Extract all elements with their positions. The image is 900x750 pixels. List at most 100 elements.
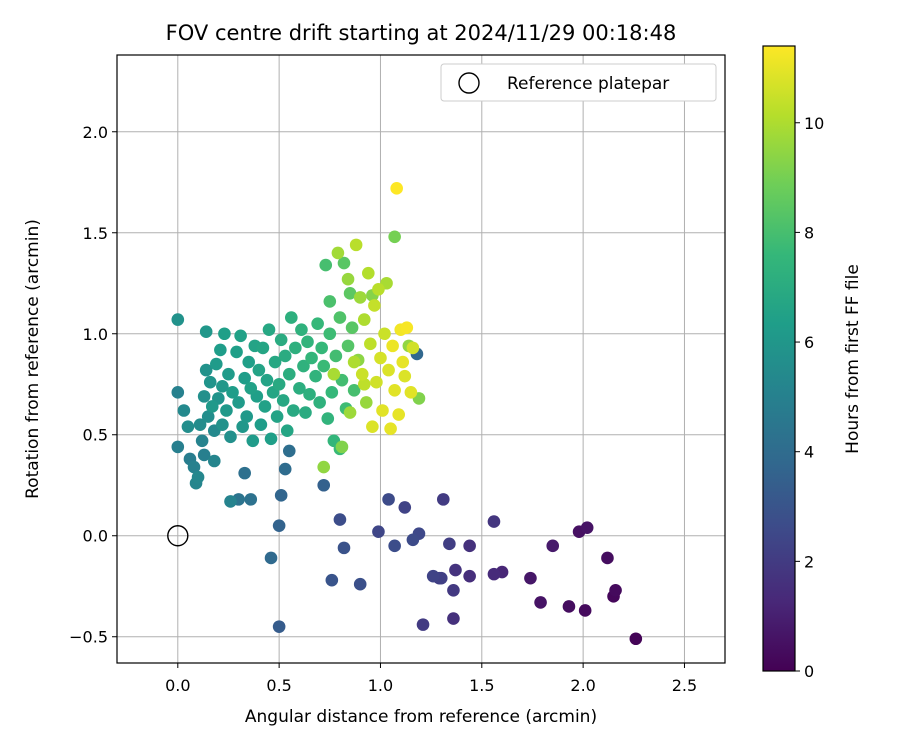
data-point xyxy=(224,495,237,508)
chart-title: FOV centre drift starting at 2024/11/29 … xyxy=(166,21,677,45)
legend-box xyxy=(440,63,717,102)
data-point xyxy=(195,434,209,448)
data-point xyxy=(205,400,219,413)
data-point xyxy=(274,333,288,347)
colorbar xyxy=(762,45,796,672)
data-point xyxy=(282,444,296,458)
data-point xyxy=(262,323,276,337)
data-point xyxy=(246,434,260,448)
data-point xyxy=(353,291,367,304)
data-point xyxy=(191,470,205,484)
data-point xyxy=(244,493,258,506)
data-point xyxy=(280,424,294,438)
x-tick-label: 0.0 xyxy=(165,676,190,695)
y-tick-label: 2.0 xyxy=(83,123,108,142)
data-point xyxy=(311,317,324,330)
data-point xyxy=(270,410,284,423)
data-point xyxy=(272,377,286,391)
data-point xyxy=(398,369,412,383)
data-point xyxy=(216,418,229,431)
data-point xyxy=(376,404,389,417)
data-point xyxy=(321,412,335,425)
data-point xyxy=(562,600,576,613)
data-point xyxy=(327,367,341,381)
data-point xyxy=(388,384,401,397)
data-point xyxy=(197,390,211,403)
data-point xyxy=(546,539,560,553)
data-point xyxy=(347,384,361,397)
colorbar-tick-label: 8 xyxy=(804,223,814,242)
colorbar-tick-label: 10 xyxy=(804,114,824,133)
x-tick-label: 1.5 xyxy=(469,676,494,695)
data-point xyxy=(232,396,245,409)
data-point xyxy=(333,311,347,324)
reference-marker-layer xyxy=(167,525,189,547)
data-point xyxy=(313,396,326,409)
data-point xyxy=(331,246,345,260)
data-point xyxy=(220,404,233,417)
data-point xyxy=(534,596,547,609)
data-point xyxy=(341,339,355,353)
data-point xyxy=(406,341,420,355)
data-point xyxy=(398,501,412,514)
data-point xyxy=(463,569,476,583)
data-point xyxy=(487,515,501,528)
data-point xyxy=(260,373,274,387)
data-point xyxy=(372,525,385,539)
data-point xyxy=(384,422,397,435)
y-tick-label: 0.5 xyxy=(83,426,108,445)
data-point xyxy=(301,335,314,349)
data-point xyxy=(297,359,310,373)
data-point xyxy=(197,448,211,462)
data-point xyxy=(268,355,282,369)
data-point xyxy=(578,604,592,617)
data-point xyxy=(230,345,243,359)
data-point xyxy=(323,327,337,341)
data-point xyxy=(252,363,266,377)
data-point xyxy=(295,323,308,337)
data-point xyxy=(224,430,237,444)
data-point xyxy=(357,313,371,326)
data-point xyxy=(629,632,643,646)
legend-reference-marker xyxy=(458,72,480,94)
data-point xyxy=(368,299,381,312)
data-point xyxy=(337,541,351,555)
data-point xyxy=(234,329,247,343)
x-tick-label: 1.0 xyxy=(368,676,393,695)
data-point xyxy=(374,351,387,365)
data-point xyxy=(171,386,185,399)
data-point xyxy=(349,238,363,252)
data-point xyxy=(254,418,268,431)
data-point xyxy=(449,563,462,577)
data-point xyxy=(447,612,460,625)
y-axis-ticks: −0.5 0.0 0.5 1.0 1.5 2.0 xyxy=(69,123,117,647)
data-point xyxy=(272,519,286,532)
x-axis-label: Angular distance from reference (arcmin) xyxy=(245,707,597,727)
data-point xyxy=(207,454,221,468)
grid xyxy=(117,55,725,663)
data-point xyxy=(272,620,286,633)
data-point xyxy=(199,325,213,339)
data-point xyxy=(362,266,375,280)
data-point xyxy=(341,272,355,286)
colorbar-tick-label: 4 xyxy=(804,443,814,462)
data-point xyxy=(329,349,343,363)
data-point xyxy=(278,462,292,476)
data-point xyxy=(193,418,207,431)
data-point xyxy=(256,341,270,355)
data-point xyxy=(343,287,357,300)
data-point xyxy=(436,493,450,506)
data-point xyxy=(609,583,622,597)
y-tick-label: 1.5 xyxy=(83,224,108,243)
data-point xyxy=(359,396,373,409)
data-point xyxy=(388,539,401,553)
data-point xyxy=(404,386,418,399)
data-point xyxy=(426,569,440,583)
data-point xyxy=(276,394,290,407)
data-point xyxy=(325,386,339,399)
reference-platepar-marker xyxy=(167,525,189,547)
data-point xyxy=(580,521,594,534)
y-tick-label: 0.0 xyxy=(83,527,108,546)
data-point xyxy=(181,420,195,433)
